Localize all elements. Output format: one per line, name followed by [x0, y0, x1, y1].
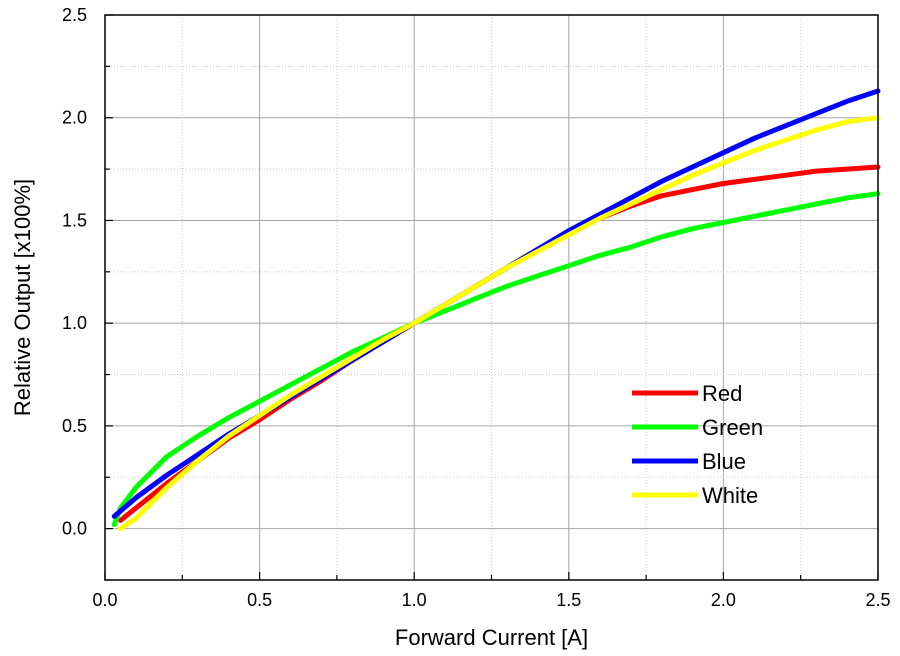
x-tick-label: 0.0	[92, 590, 117, 610]
x-tick-label: 1.0	[402, 590, 427, 610]
y-axis-title: Relative Output [x100%]	[10, 179, 35, 416]
x-axis-title: Forward Current [A]	[395, 625, 588, 650]
y-tick-label: 1.5	[62, 210, 87, 230]
y-tick-label: 2.5	[62, 5, 87, 25]
legend-label-blue: Blue	[702, 449, 746, 474]
x-tick-label: 2.0	[711, 590, 736, 610]
legend-label-red: Red	[702, 381, 742, 406]
x-tick-label: 1.5	[556, 590, 581, 610]
grid	[105, 15, 878, 580]
y-tick-label: 0.0	[62, 519, 87, 539]
legend: Red Green Blue White	[632, 381, 763, 508]
y-tick-label: 2.0	[62, 108, 87, 128]
legend-label-white: White	[702, 483, 758, 508]
axis-ticks	[104, 14, 879, 581]
series-line-green	[111, 191, 881, 527]
tick-labels: 0.0 0.5 1.0 1.5 2.0 2.5 0.0 0.5 1.0 1.5 2.0 2.5	[62, 5, 891, 610]
series-lines	[111, 88, 881, 532]
x-tick-label: 2.5	[865, 590, 890, 610]
series-line-white	[118, 115, 881, 532]
y-tick-label: 0.5	[62, 416, 87, 436]
x-tick-label: 0.5	[247, 590, 272, 610]
y-tick-label: 1.0	[62, 313, 87, 333]
legend-label-green: Green	[702, 415, 763, 440]
